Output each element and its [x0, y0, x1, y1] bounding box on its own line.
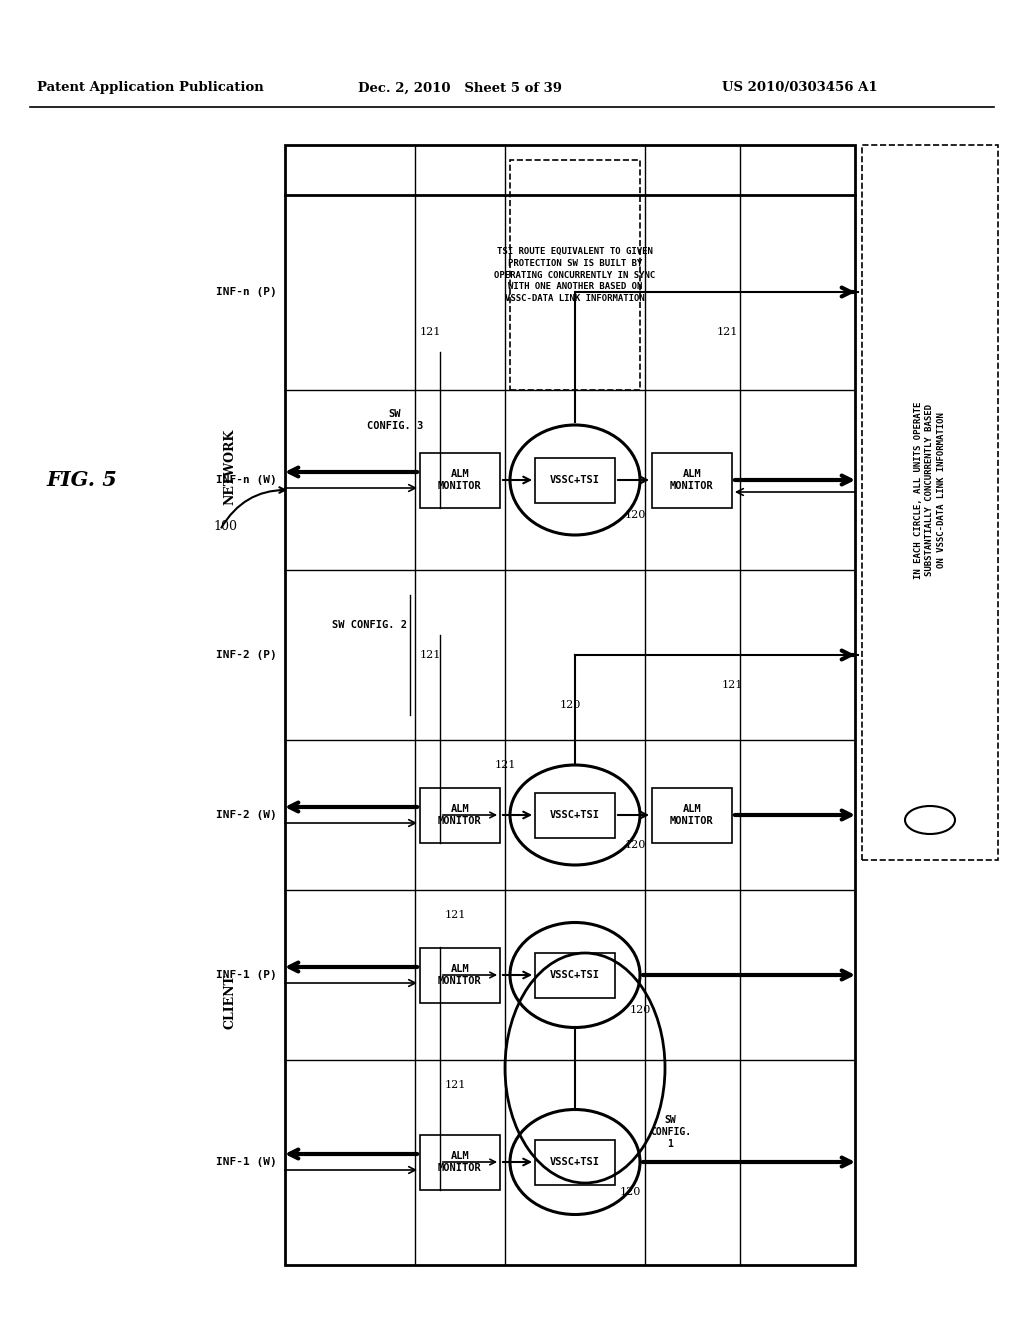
Text: VSSC+TSI: VSSC+TSI	[550, 970, 600, 979]
Text: ALM
MONITOR: ALM MONITOR	[438, 469, 482, 491]
Text: FIG. 5: FIG. 5	[47, 470, 118, 490]
Text: US 2010/0303456 A1: US 2010/0303456 A1	[722, 82, 878, 95]
Text: VSSC+TSI: VSSC+TSI	[550, 475, 600, 484]
Text: INF-2 (W): INF-2 (W)	[216, 810, 278, 820]
Bar	[862, 145, 998, 861]
Text: CLIENT: CLIENT	[223, 974, 237, 1030]
Text: 121: 121	[444, 909, 466, 920]
Text: ALM
MONITOR: ALM MONITOR	[438, 804, 482, 826]
Bar	[535, 458, 615, 503]
Text: INF-2 (P): INF-2 (P)	[216, 649, 278, 660]
Text: VSSC+TSI: VSSC+TSI	[550, 1158, 600, 1167]
Text: NETWORK: NETWORK	[223, 429, 237, 506]
Text: 120: 120	[625, 840, 646, 850]
Text: ALM
MONITOR: ALM MONITOR	[438, 964, 482, 986]
Text: 121: 121	[419, 327, 440, 337]
Text: INF-n (P): INF-n (P)	[216, 286, 278, 297]
Text: 120: 120	[559, 700, 581, 710]
Text: VSSC+TSI: VSSC+TSI	[550, 810, 600, 820]
Text: 121: 121	[495, 760, 516, 770]
Bar	[535, 953, 615, 998]
Text: INF-n (W): INF-n (W)	[216, 475, 278, 484]
Text: SW
CONFIG. 3: SW CONFIG. 3	[367, 409, 423, 430]
Text: 120: 120	[620, 1187, 641, 1197]
Bar	[420, 453, 500, 507]
Text: 100: 100	[213, 520, 237, 533]
Bar	[510, 160, 640, 389]
Bar	[535, 1139, 615, 1184]
Text: IN EACH CIRCLE, ALL UNITS OPERATE
SUBSTANTIALLY CONCURRENTLY BASED
ON VSSC-DATA : IN EACH CIRCLE, ALL UNITS OPERATE SUBSTA…	[913, 401, 946, 578]
Bar	[420, 948, 500, 1002]
Bar	[652, 453, 732, 507]
Text: 121: 121	[721, 680, 742, 690]
Text: ALM
MONITOR: ALM MONITOR	[438, 1151, 482, 1173]
Text: ALM
MONITOR: ALM MONITOR	[670, 469, 714, 491]
Text: TSI ROUTE EQUIVALENT TO GIVEN
PROTECTION SW IS BUILT BY
OPERATING CONCURRENTLY I: TSI ROUTE EQUIVALENT TO GIVEN PROTECTION…	[495, 247, 655, 304]
Text: 120: 120	[630, 1005, 650, 1015]
Bar	[652, 788, 732, 842]
Bar	[420, 788, 500, 842]
Text: 121: 121	[419, 649, 440, 660]
Text: 121: 121	[717, 327, 737, 337]
Text: 120: 120	[625, 510, 646, 520]
Bar	[285, 145, 855, 1265]
Text: ALM
MONITOR: ALM MONITOR	[670, 804, 714, 826]
Text: SW
CONFIG.
1: SW CONFIG. 1	[650, 1115, 691, 1148]
Text: INF-1 (W): INF-1 (W)	[216, 1158, 278, 1167]
Text: SW CONFIG. 2: SW CONFIG. 2	[333, 620, 408, 630]
Text: INF-1 (P): INF-1 (P)	[216, 970, 278, 979]
Text: Patent Application Publication: Patent Application Publication	[37, 82, 263, 95]
Bar	[535, 792, 615, 837]
Text: 121: 121	[444, 1080, 466, 1090]
Text: Dec. 2, 2010   Sheet 5 of 39: Dec. 2, 2010 Sheet 5 of 39	[358, 82, 562, 95]
Bar	[420, 1134, 500, 1189]
